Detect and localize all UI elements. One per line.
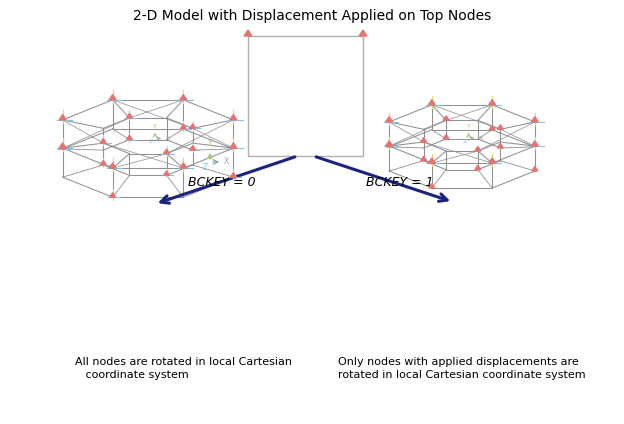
Polygon shape [190,145,196,150]
Polygon shape [127,113,132,118]
Polygon shape [163,171,170,176]
Polygon shape [489,158,495,163]
Polygon shape [443,134,449,139]
Text: X: X [479,136,483,141]
Polygon shape [386,141,392,146]
Text: X: X [166,136,170,141]
Polygon shape [497,143,504,148]
Polygon shape [428,158,436,163]
Polygon shape [475,147,481,151]
Polygon shape [163,149,170,153]
Polygon shape [489,100,495,105]
Polygon shape [190,124,196,128]
Polygon shape [386,117,392,122]
Text: Z: Z [149,139,153,145]
Polygon shape [230,143,237,148]
Text: X: X [224,157,229,167]
Text: Z: Z [203,163,208,172]
Text: Y: Y [208,139,212,148]
Text: Y: Y [153,124,157,128]
Polygon shape [60,145,66,149]
Polygon shape [497,125,504,129]
Polygon shape [59,114,66,120]
Polygon shape [180,124,187,129]
Polygon shape [180,163,187,168]
Polygon shape [421,156,427,161]
Polygon shape [109,95,116,100]
Polygon shape [428,100,436,105]
Polygon shape [429,184,435,188]
Polygon shape [359,30,367,36]
Text: Only nodes with applied displacements are
rotated in local Cartesian coordinate : Only nodes with applied displacements ar… [338,357,586,380]
Text: Z: Z [462,139,467,144]
Polygon shape [532,117,539,122]
Polygon shape [59,143,66,148]
Text: Y: Y [467,124,470,129]
Polygon shape [230,173,236,177]
Text: 2-D Model with Displacement Applied on Top Nodes: 2-D Model with Displacement Applied on T… [133,9,491,23]
Polygon shape [180,95,187,100]
Polygon shape [110,192,115,197]
Polygon shape [421,137,427,142]
Polygon shape [100,139,106,143]
Polygon shape [244,30,252,36]
Text: BCKEY = 0: BCKEY = 0 [188,176,256,189]
Polygon shape [532,167,538,171]
Bar [248,36,363,156]
Polygon shape [443,116,449,120]
Polygon shape [532,141,539,146]
Text: BCKEY = 1: BCKEY = 1 [366,176,434,189]
Text: All nodes are rotated in local Cartesian
   coordinate system: All nodes are rotated in local Cartesian… [75,357,292,380]
Polygon shape [386,142,392,147]
Polygon shape [100,160,106,165]
Polygon shape [230,114,237,120]
Polygon shape [475,165,481,170]
Polygon shape [127,135,132,139]
Polygon shape [109,163,116,168]
Polygon shape [489,125,495,130]
